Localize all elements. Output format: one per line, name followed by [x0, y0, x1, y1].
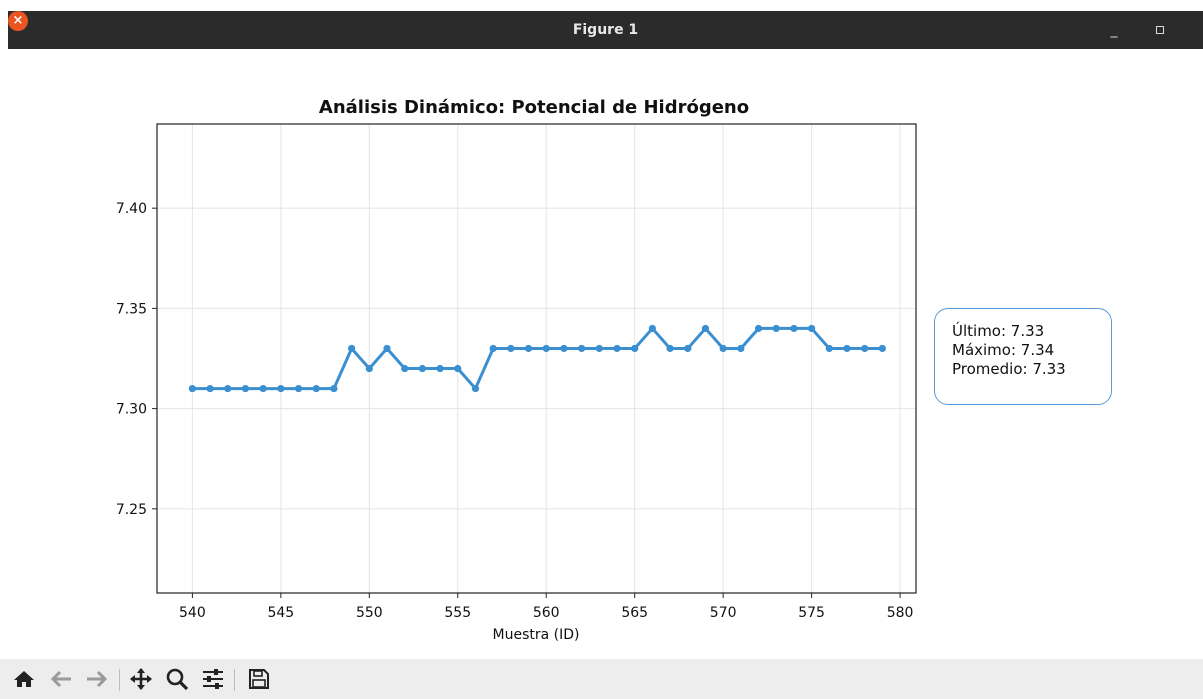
back-icon [50, 670, 71, 688]
data-point [595, 344, 603, 353]
data-point [542, 344, 550, 353]
y-axis-ticks: 7.25 7.30 7.35 7.40 [116, 201, 157, 518]
data-point [524, 344, 533, 353]
data-point [241, 384, 250, 393]
x-tick-label: 540 [179, 605, 206, 621]
data-point [348, 344, 356, 353]
chart-title: Análisis Dinámico: Potencial de Hidrógen… [319, 97, 749, 118]
data-point [560, 344, 568, 353]
data-point [754, 324, 763, 333]
y-tick-label: 7.40 [116, 201, 147, 217]
maximize-button[interactable] [1150, 20, 1170, 40]
x-tick-label: 570 [710, 605, 737, 621]
data-point [259, 384, 267, 393]
configure-subplots-button[interactable] [200, 667, 226, 691]
pan-icon [130, 668, 152, 690]
stats-mean: Promedio: 7.33 [952, 360, 1066, 378]
window-titlebar: Figure 1 _ × [8, 11, 1203, 49]
data-point [719, 344, 727, 353]
data-point [861, 344, 869, 353]
pan-button[interactable] [128, 667, 154, 691]
data-point [825, 344, 833, 353]
chart-grid [157, 124, 916, 593]
window-title: Figure 1 [572, 22, 639, 38]
save-button[interactable] [246, 667, 272, 691]
data-point [294, 384, 303, 393]
x-axis-ticks: 540 545 550 555 560 565 570 575 580 [179, 593, 913, 621]
minimize-button[interactable]: _ [1110, 22, 1118, 38]
data-point [188, 384, 196, 393]
x-tick-label: 565 [621, 605, 648, 621]
data-point [454, 364, 462, 373]
data-point [365, 364, 373, 373]
data-point [843, 344, 851, 353]
x-tick-label: 555 [444, 605, 471, 621]
data-point [684, 344, 692, 353]
plot-toolbar [0, 659, 1203, 699]
x-tick-label: 545 [267, 605, 294, 621]
forward-button[interactable] [84, 667, 110, 691]
series-line [192, 326, 883, 391]
close-icon: × [12, 13, 24, 28]
x-tick-label: 550 [356, 605, 383, 621]
data-point [489, 344, 497, 353]
x-tick-label: 580 [887, 605, 914, 621]
data-point [277, 384, 285, 393]
y-tick-label: 7.25 [116, 502, 147, 518]
data-point [401, 364, 409, 373]
toolbar-separator [119, 669, 120, 691]
home-button[interactable] [12, 667, 36, 691]
stats-box: Último: 7.33 Máximo: 7.34 Promedio: 7.33 [934, 308, 1112, 405]
y-tick-label: 7.35 [116, 301, 147, 317]
zoom-icon [166, 668, 189, 691]
data-point [224, 384, 232, 393]
toolbar-separator [234, 669, 235, 691]
zoom-button[interactable] [164, 667, 190, 691]
data-point [772, 324, 780, 333]
save-icon [249, 669, 269, 689]
data-point [471, 384, 480, 393]
series-line-group [188, 324, 886, 393]
data-point [631, 344, 639, 353]
data-point [648, 324, 656, 333]
home-icon [14, 671, 34, 687]
configure-subplots-icon [203, 669, 223, 689]
data-point [418, 364, 426, 373]
data-point [613, 344, 621, 353]
data-point [578, 344, 586, 353]
x-tick-label: 575 [798, 605, 825, 621]
x-tick-label: 560 [533, 605, 560, 621]
back-button[interactable] [48, 667, 74, 691]
forward-icon [87, 670, 108, 688]
stats-last: Último: 7.33 [952, 322, 1045, 340]
data-point [330, 384, 338, 393]
y-tick-label: 7.30 [116, 402, 147, 418]
data-point [507, 344, 515, 353]
data-point [878, 344, 886, 353]
data-point [737, 344, 745, 353]
data-point [206, 384, 214, 393]
data-point [436, 364, 444, 373]
chart: Análisis Dinámico: Potencial de Hidrógen… [116, 97, 917, 643]
stats-max: Máximo: 7.34 [952, 341, 1055, 359]
x-axis-label: Muestra (ID) [493, 627, 580, 643]
data-point [312, 384, 320, 393]
close-button[interactable]: × [8, 11, 28, 31]
data-point [790, 324, 798, 333]
data-point [808, 324, 816, 333]
data-point [666, 344, 674, 353]
data-point [701, 324, 710, 333]
maximize-icon [1156, 26, 1164, 34]
plot-area-frame [156, 123, 917, 594]
data-point [383, 344, 391, 353]
